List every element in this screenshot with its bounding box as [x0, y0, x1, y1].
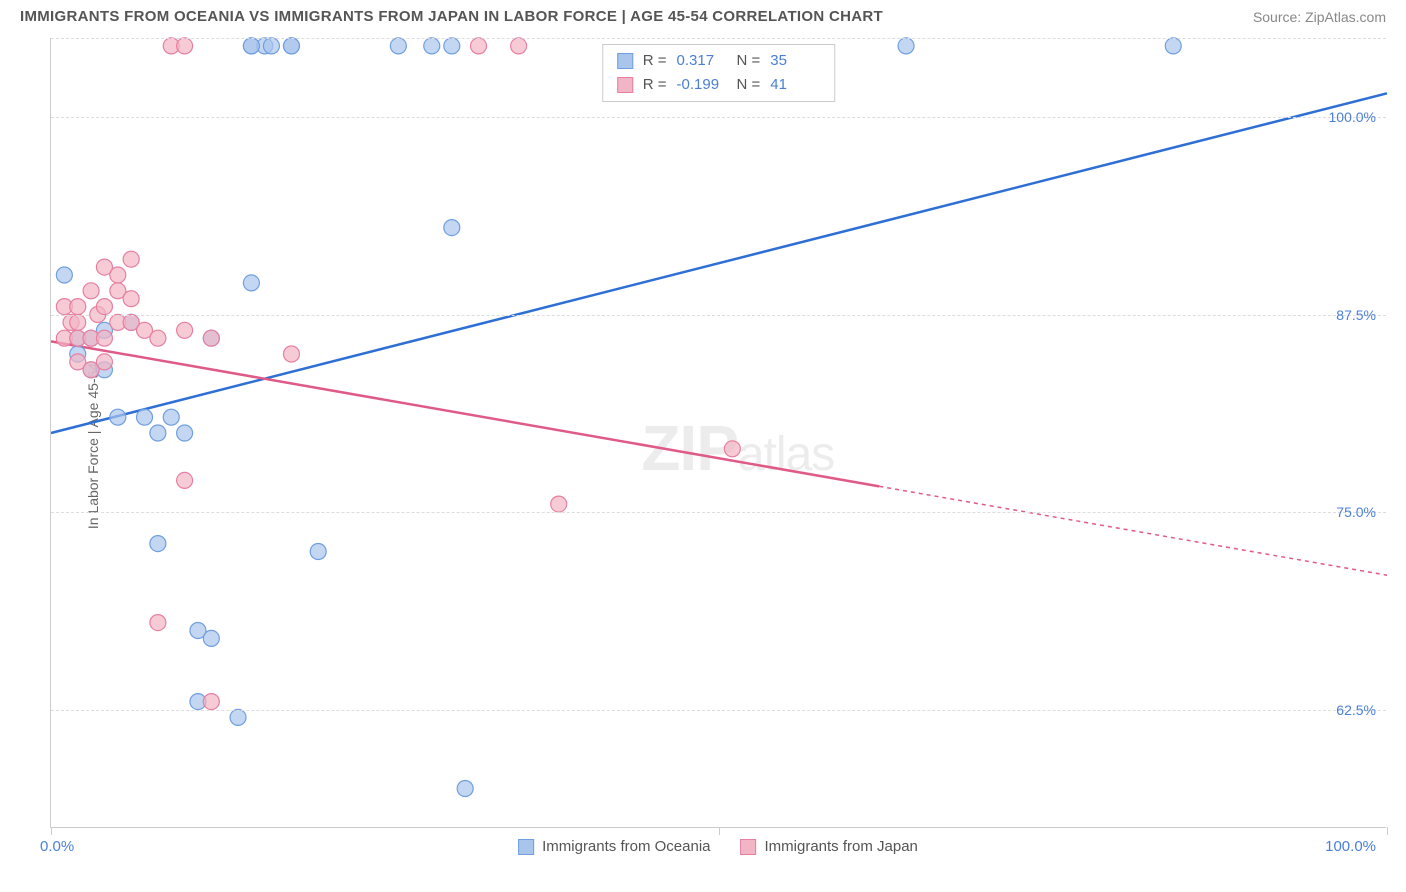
stats-swatch-oceania: [617, 53, 633, 69]
legend-label-japan: Immigrants from Japan: [765, 838, 918, 855]
x-tick: [719, 827, 720, 835]
chart-title: IMMIGRANTS FROM OCEANIA VS IMMIGRANTS FR…: [20, 8, 883, 25]
y-tick-label: 75.0%: [1336, 504, 1376, 520]
legend-item-japan: Immigrants from Japan: [741, 838, 918, 855]
x-max-label: 100.0%: [1325, 838, 1376, 855]
grid-line: [51, 512, 1386, 513]
bottom-legend: Immigrants from Oceania Immigrants from …: [518, 838, 918, 855]
stats-box: R = 0.317 N = 35 R = -0.199 N = 41: [602, 44, 836, 102]
x-min-label: 0.0%: [40, 838, 74, 855]
stat-n-label: N =: [737, 49, 761, 73]
stats-row-oceania: R = 0.317 N = 35: [617, 49, 821, 73]
legend-label-oceania: Immigrants from Oceania: [542, 838, 710, 855]
legend-item-oceania: Immigrants from Oceania: [518, 838, 710, 855]
grid-line: [51, 38, 1386, 39]
stat-r-label: R =: [643, 73, 667, 97]
stats-row-japan: R = -0.199 N = 41: [617, 73, 821, 97]
stat-r-value-japan: -0.199: [677, 73, 727, 97]
stat-r-label: R =: [643, 49, 667, 73]
chart-area: ZIPatlas R = 0.317 N = 35 R = -0.199 N =…: [50, 38, 1386, 828]
x-tick: [1387, 827, 1388, 835]
stats-swatch-japan: [617, 77, 633, 93]
y-tick-label: 100.0%: [1329, 109, 1376, 125]
stat-r-value-oceania: 0.317: [677, 49, 727, 73]
x-tick: [51, 827, 52, 835]
stat-n-value-oceania: 35: [770, 49, 820, 73]
grid-line: [51, 315, 1386, 316]
grid-line: [51, 710, 1386, 711]
legend-swatch-japan: [741, 839, 757, 855]
source-label: Source: ZipAtlas.com: [1253, 9, 1386, 25]
stat-n-value-japan: 41: [770, 73, 820, 97]
y-tick-label: 87.5%: [1336, 307, 1376, 323]
y-tick-label: 62.5%: [1336, 702, 1376, 718]
x-axis-labels: 0.0% Immigrants from Oceania Immigrants …: [50, 838, 1386, 868]
legend-swatch-oceania: [518, 839, 534, 855]
grid-line: [51, 117, 1386, 118]
stat-n-label: N =: [737, 73, 761, 97]
